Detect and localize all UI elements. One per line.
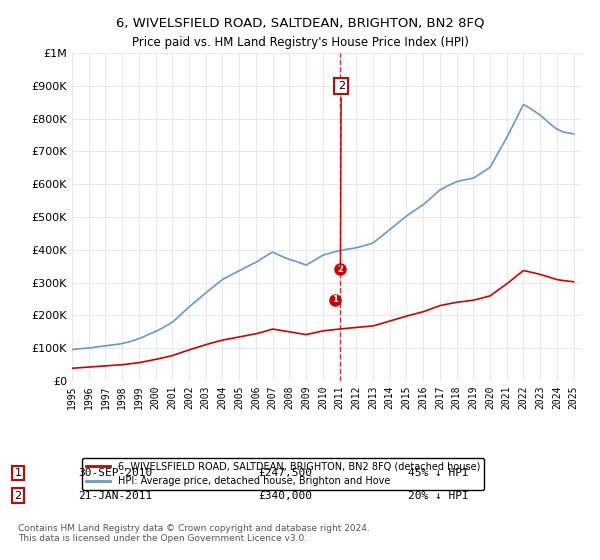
Text: 2: 2 [14,491,22,501]
Legend: 6, WIVELSFIELD ROAD, SALTDEAN, BRIGHTON, BN2 8FQ (detached house), HPI: Average : 6, WIVELSFIELD ROAD, SALTDEAN, BRIGHTON,… [82,458,484,491]
Text: £340,000: £340,000 [258,491,312,501]
Text: 2: 2 [337,265,343,274]
Text: 2: 2 [338,81,345,267]
Text: 30-SEP-2010: 30-SEP-2010 [78,468,152,478]
Text: 45% ↓ HPI: 45% ↓ HPI [408,468,469,478]
Text: 21-JAN-2011: 21-JAN-2011 [78,491,152,501]
Text: 1: 1 [14,468,22,478]
Text: 1: 1 [332,295,338,304]
Text: Contains HM Land Registry data © Crown copyright and database right 2024.
This d: Contains HM Land Registry data © Crown c… [18,524,370,543]
Text: 20% ↓ HPI: 20% ↓ HPI [408,491,469,501]
Text: Price paid vs. HM Land Registry's House Price Index (HPI): Price paid vs. HM Land Registry's House … [131,36,469,49]
Text: £247,500: £247,500 [258,468,312,478]
Text: 6, WIVELSFIELD ROAD, SALTDEAN, BRIGHTON, BN2 8FQ: 6, WIVELSFIELD ROAD, SALTDEAN, BRIGHTON,… [116,17,484,30]
